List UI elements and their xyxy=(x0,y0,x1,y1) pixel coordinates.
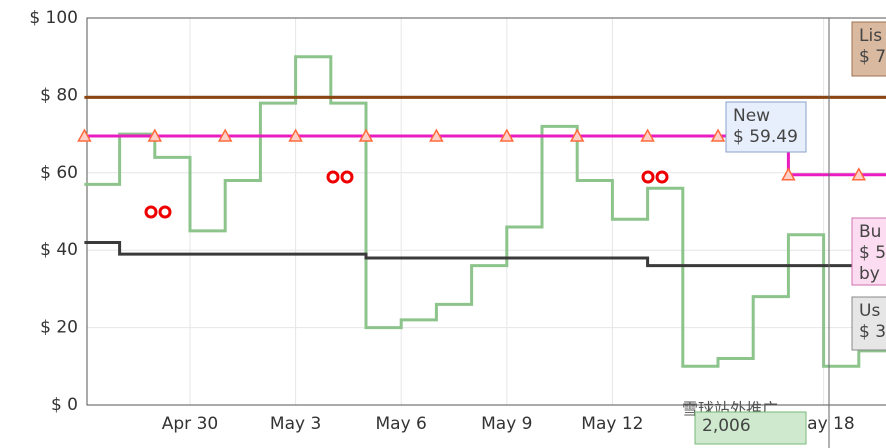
tooltip-text: Us xyxy=(859,301,880,321)
price-marker xyxy=(640,128,655,142)
tooltip: 2,006 xyxy=(694,411,807,445)
y-tick-label: $ 60 xyxy=(40,163,78,183)
tooltip-text: 2,006 xyxy=(702,416,751,436)
price-marker xyxy=(77,128,92,142)
price-marker xyxy=(781,167,796,181)
x-tick-label: May 12 xyxy=(581,414,643,434)
tooltip: New$ 59.49 xyxy=(725,101,807,153)
y-tick-label: $ 40 xyxy=(40,240,78,260)
plot-frame xyxy=(86,17,886,406)
y-tick-label: $ 100 xyxy=(29,8,78,28)
tooltip-text: Bu xyxy=(859,222,881,242)
y-tick-label: $ 0 xyxy=(51,395,78,415)
x-tick-label: May 18 xyxy=(793,414,855,434)
price-marker xyxy=(358,128,374,142)
x-tick-label: Apr 30 xyxy=(162,414,218,434)
x-tick-label: May 6 xyxy=(376,414,427,434)
price-marker xyxy=(499,128,515,142)
price-marker xyxy=(569,128,585,142)
tooltip-text: $ 59.49 xyxy=(733,127,798,147)
stock-markers xyxy=(144,170,669,219)
tooltip-box xyxy=(851,217,886,286)
tooltip-text: $ 7 xyxy=(859,47,886,67)
y-tick-label: $ 20 xyxy=(40,318,78,338)
price-marker xyxy=(217,128,233,142)
price-marker xyxy=(851,167,867,181)
price-marker xyxy=(147,128,163,142)
price-marker xyxy=(710,128,726,142)
series-line xyxy=(84,55,886,368)
tooltip: Bu$ 5by xyxy=(851,217,886,286)
tooltip-box xyxy=(725,101,807,153)
tooltip-text: $ 3 xyxy=(859,322,886,342)
x-tick-label: May 3 xyxy=(270,414,321,434)
tooltip-text: $ 5 xyxy=(859,243,886,263)
tooltip: Us$ 3 xyxy=(851,296,886,351)
tooltip-box xyxy=(694,411,807,445)
y-tick-label: $ 80 xyxy=(40,85,78,105)
tooltip: Lis$ 7 xyxy=(851,21,886,77)
tooltip-box xyxy=(851,21,886,77)
series-line xyxy=(84,240,886,268)
price-marker xyxy=(288,128,303,142)
x-tick-label: May 9 xyxy=(481,414,532,434)
tooltip-text: by xyxy=(859,264,880,284)
price-marker xyxy=(429,128,444,142)
tooltip-box xyxy=(851,296,886,351)
tooltip-text: New xyxy=(733,106,770,126)
tooltip-text: Lis xyxy=(859,26,882,46)
plot-area xyxy=(77,17,886,406)
